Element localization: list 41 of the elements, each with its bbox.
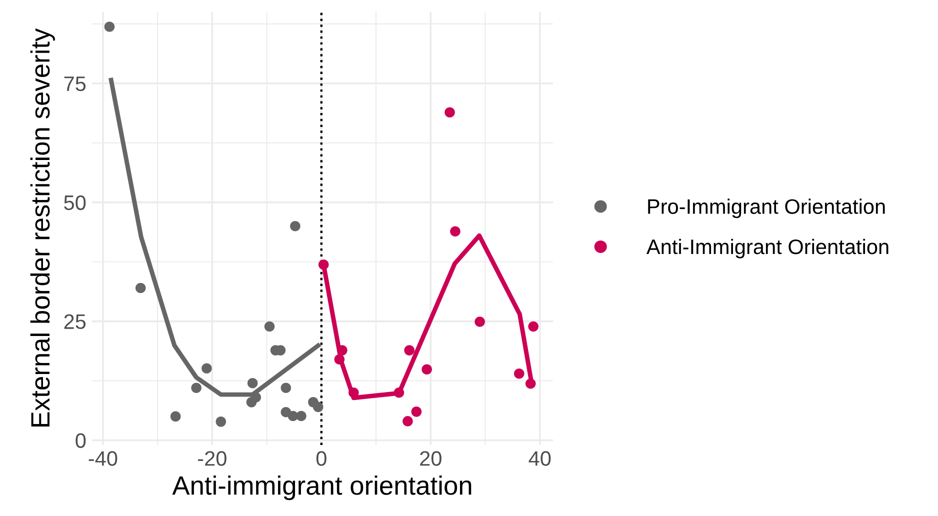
- y-tick-label: 25: [64, 314, 86, 330]
- point: [525, 378, 536, 389]
- point: [402, 416, 413, 426]
- point: [290, 220, 300, 232]
- point: [422, 364, 432, 374]
- point: [264, 321, 275, 332]
- point: [348, 388, 359, 398]
- y-tick-label: 0: [76, 433, 86, 448]
- point: [135, 282, 146, 294]
- point: [104, 22, 115, 32]
- point: [411, 406, 422, 417]
- point: [514, 368, 524, 379]
- y-tick-label: 50: [64, 195, 86, 210]
- point: [528, 321, 538, 332]
- point: [191, 382, 202, 394]
- point: [404, 345, 414, 356]
- x-tick-label: -20: [198, 451, 226, 466]
- y-tick-label: 75: [64, 76, 86, 92]
- point: [202, 363, 212, 374]
- x-tick-label: 20: [420, 451, 442, 466]
- point: [450, 226, 460, 237]
- point: [334, 354, 345, 364]
- x-tick-label: 0: [316, 451, 326, 466]
- point: [246, 397, 257, 408]
- x-axis-title: Anti-immigrant orientation: [172, 476, 472, 500]
- point: [337, 345, 348, 356]
- point: [318, 260, 329, 270]
- point: [312, 402, 324, 412]
- point: [394, 388, 404, 398]
- point: [474, 316, 485, 327]
- legend-label: Anti-Immigrant Orientation: [646, 238, 888, 258]
- point: [216, 416, 226, 427]
- y-axis-title: External border restriction severity: [30, 28, 55, 427]
- point: [296, 410, 306, 422]
- x-tick-label: -40: [88, 451, 118, 466]
- point: [247, 378, 258, 388]
- legend-label: Pro-Immigrant Orientation: [648, 198, 885, 218]
- point: [170, 411, 181, 422]
- point: [444, 107, 455, 118]
- x-tick-label: 40: [528, 451, 551, 466]
- point: [280, 382, 292, 394]
